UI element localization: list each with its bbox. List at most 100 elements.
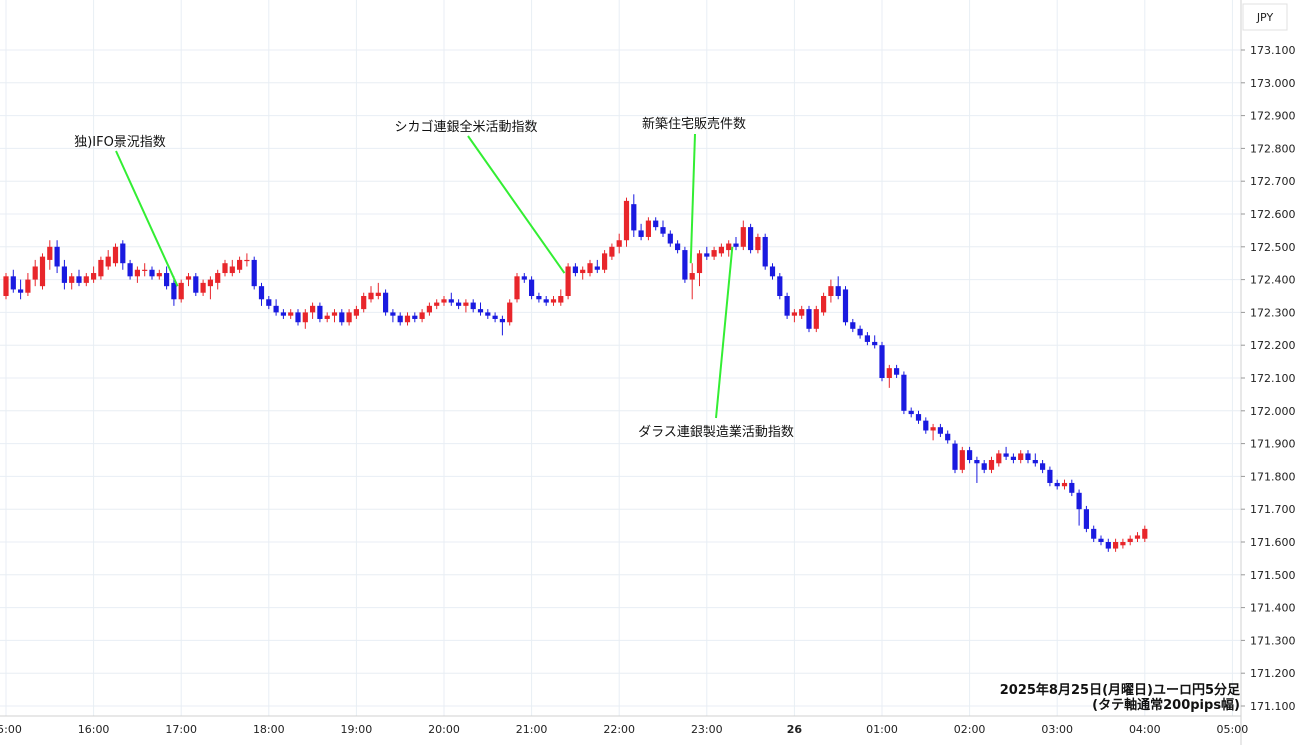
candle-up: [105, 250, 111, 270]
candle-down: [470, 299, 476, 313]
time-tick-label: 22:00: [603, 723, 635, 736]
candle-up: [32, 259, 38, 287]
candle-body: [572, 266, 578, 274]
candle-up: [83, 273, 89, 287]
candle-up: [441, 296, 447, 306]
candle-body: [353, 309, 359, 316]
candle-up: [602, 250, 608, 274]
candle-body: [1142, 528, 1148, 539]
candle-body: [346, 312, 352, 323]
candle-down: [915, 410, 922, 424]
candle-body: [653, 220, 659, 228]
candle-body: [514, 276, 520, 300]
candle-down: [1025, 450, 1031, 464]
candle-body: [251, 259, 257, 287]
candle-up: [91, 266, 97, 283]
candle-down: [1105, 538, 1111, 552]
candle-body: [178, 282, 184, 300]
candle-down: [660, 220, 666, 237]
candle-body: [529, 279, 535, 296]
candle-up: [185, 273, 192, 287]
candle-body: [616, 240, 622, 247]
candle-body: [434, 302, 440, 306]
price-tick-label: 172.400: [1250, 274, 1296, 287]
candle-up: [39, 253, 46, 290]
candle-down: [981, 460, 987, 474]
candle-up: [142, 263, 148, 277]
candle-down: [280, 309, 286, 319]
candle-body: [799, 309, 805, 316]
candle-body: [1105, 542, 1111, 549]
candle-body: [886, 368, 892, 378]
candle-body: [273, 305, 279, 313]
candle-body: [645, 220, 651, 237]
candle-body: [258, 286, 265, 300]
price-tick-label: 172.500: [1250, 241, 1296, 254]
candle-body: [448, 299, 454, 303]
candle-body: [1010, 456, 1016, 460]
candle-body: [390, 312, 396, 316]
candle-body: [32, 266, 38, 280]
candle-down: [850, 318, 856, 333]
candle-body: [821, 296, 827, 313]
candle-up: [434, 299, 440, 310]
candle-body: [967, 450, 973, 460]
candle-down: [521, 273, 527, 283]
candle-down: [543, 296, 549, 306]
price-axis[interactable]: 173.100 173.000 172.900 172.800 172.700 172.6…: [1241, 44, 1296, 713]
candle-body: [631, 204, 637, 231]
candle-body: [375, 292, 381, 296]
candle-body: [91, 273, 97, 280]
candle-up: [1127, 535, 1133, 546]
time-axis[interactable]: 15:00 16:00 17:00 18:00 19:00 20:00 21:00 22:00…: [0, 723, 1248, 736]
candle-body: [1061, 482, 1068, 487]
vertical-gridlines: [5, 0, 1233, 716]
candle-body: [105, 256, 111, 267]
candle-up: [791, 309, 797, 323]
candle-body: [915, 414, 922, 421]
candle-down: [872, 335, 878, 349]
candle-down: [317, 302, 323, 323]
candle-body: [623, 200, 630, 241]
candle-down: [54, 240, 60, 274]
candle-body: [18, 289, 24, 293]
candle-up: [1142, 525, 1148, 542]
candle-down: [273, 299, 279, 316]
time-tick-label: 16:00: [78, 723, 110, 736]
candle-body: [981, 463, 987, 470]
candle-down: [120, 240, 126, 270]
candle-body: [945, 433, 951, 441]
candle-body: [76, 276, 82, 283]
candle-body: [397, 315, 403, 323]
candle-body: [164, 273, 170, 287]
candle-body: [244, 259, 250, 262]
candle-body: [222, 263, 228, 274]
candle-body: [10, 276, 16, 290]
candle-body: [558, 296, 564, 303]
candle-body: [1047, 469, 1053, 483]
price-tick-label: 171.600: [1250, 536, 1296, 549]
candle-body: [477, 309, 484, 313]
price-tick-label: 172.100: [1250, 372, 1296, 385]
time-tick-label: 26: [787, 723, 803, 736]
time-tick-label: 20:00: [428, 723, 460, 736]
time-tick-label: 23:00: [691, 723, 723, 736]
candle-body: [894, 368, 900, 375]
price-tick-label: 171.800: [1250, 470, 1296, 483]
candle-body: [872, 341, 878, 346]
time-tick-label: 01:00: [866, 723, 898, 736]
annotation-label: 新築住宅販売件数: [642, 116, 746, 132]
candle-body: [288, 312, 294, 316]
candle-up: [696, 250, 703, 287]
candle-down: [339, 309, 345, 326]
candle-body: [733, 243, 739, 247]
candle-body: [536, 296, 542, 300]
candle-up: [222, 259, 228, 277]
chart-caption-line2: (タテ軸通常200pips幅): [1092, 697, 1240, 713]
candle-up: [550, 296, 557, 306]
candle-body: [1069, 482, 1075, 493]
candle-down: [18, 279, 24, 300]
candle-body: [1076, 492, 1082, 510]
candle-up: [799, 305, 805, 319]
